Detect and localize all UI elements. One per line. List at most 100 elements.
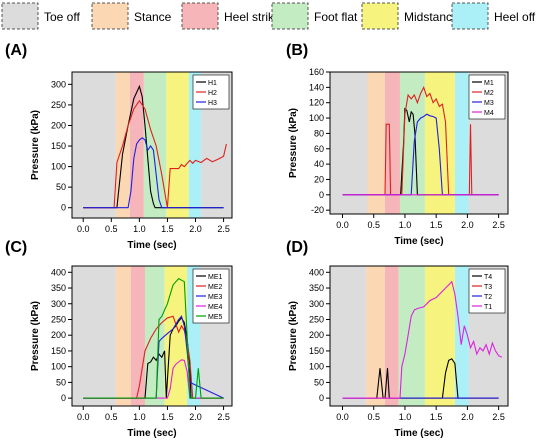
phase-legend-item: Stance (91, 2, 172, 30)
y-tick-label: 100 (51, 162, 66, 172)
series-line (83, 84, 224, 209)
y-tick-label: 400 (51, 267, 66, 277)
x-tick-label: 2.5 (217, 412, 230, 422)
chart-legend: H1 H2 H3 (192, 74, 230, 110)
y-tick-label: 0 (61, 203, 66, 213)
plot-frame (71, 71, 233, 219)
y-tick-label: 140 (309, 82, 324, 92)
x-tick-label: 1.5 (430, 412, 443, 422)
y-tick-label: 250 (309, 314, 324, 324)
x-tick-label: 1.5 (161, 412, 174, 422)
x-axis-label: Time (sec) (127, 240, 176, 251)
y-tick-label: 150 (51, 141, 66, 151)
phase-band (130, 266, 145, 406)
x-tick-label: 2.5 (492, 412, 505, 422)
y-tick-label: 200 (309, 330, 324, 340)
phase-swatch (271, 2, 309, 30)
chart-panel: (B) 0.0 0.5 1.0 1.5 2.0 2.5 -20 0 20 40 60 80 100 120 1… (286, 42, 509, 247)
y-tick-label: 160 (309, 67, 324, 77)
legend-label: ME3 (208, 294, 223, 301)
phase-band (164, 266, 188, 406)
phase-swatch (91, 2, 129, 30)
phase-swatch (451, 2, 489, 30)
phase-band (384, 266, 399, 406)
phase-band (424, 72, 455, 214)
y-axis-label: Pressure (kPa) (288, 301, 299, 371)
x-axis-label: Time (sec) (394, 236, 443, 247)
series-line (83, 99, 227, 209)
y-axis-label: Pressure (kPa) (30, 301, 41, 371)
x-tick-label: 2.0 (189, 224, 202, 234)
y-tick-label: 200 (51, 120, 66, 130)
phase-swatch (1, 2, 39, 30)
x-tick-label: 0.0 (336, 220, 349, 230)
phase-legend-item: Foot flat (271, 2, 358, 30)
y-tick-label: 300 (51, 79, 66, 89)
legend-label: H1 (208, 80, 217, 87)
phase-band (330, 72, 368, 214)
series-line (342, 280, 503, 399)
x-tick-label: 1.0 (133, 224, 146, 234)
y-tick-label: 150 (309, 346, 324, 356)
phase-legend: Toe off Stance Heel strike Foot flat Midstan… (1, 2, 536, 30)
panel-label: (A) (5, 42, 27, 59)
phase-band (143, 72, 167, 218)
y-tick-label: 50 (56, 182, 66, 192)
x-tick-label: 0.0 (336, 412, 349, 422)
x-tick-label: 0.5 (367, 412, 380, 422)
phase-band (424, 266, 455, 406)
phase-band (367, 72, 385, 214)
x-tick-label: 1.5 (161, 224, 174, 234)
phase-band (72, 72, 116, 218)
phase-band (454, 266, 469, 406)
chart-panel: (C) 0.0 0.5 1.0 1.5 2.0 2.5 0 50 100 150 200 250 300 3… (5, 239, 233, 439)
x-tick-label: 0.5 (105, 224, 118, 234)
x-tick-label: 2.5 (492, 220, 505, 230)
phase-label: Stance (134, 10, 172, 24)
panel-label: (C) (5, 239, 27, 256)
legend-label: H2 (208, 90, 217, 97)
phase-label: Toe off (44, 10, 80, 24)
y-tick-label: 20 (314, 174, 324, 184)
chart-panel: (A) 0.0 0.5 1.0 1.5 2.0 2.5 0 50 100 150 200 250 300 T… (5, 42, 233, 251)
legend-label: T4 (484, 274, 492, 281)
y-tick-label: 50 (314, 377, 324, 387)
y-tick-label: 80 (314, 128, 324, 138)
y-tick-label: 400 (309, 267, 324, 277)
x-tick-label: 0.5 (367, 220, 380, 230)
chart-legend: M1 M2 M3 M4 (468, 74, 506, 120)
y-tick-label: 350 (309, 283, 324, 293)
phase-band (144, 266, 165, 406)
y-tick-label: 40 (314, 159, 324, 169)
x-tick-label: 2.0 (189, 412, 202, 422)
y-tick-label: 50 (56, 377, 66, 387)
series-line (83, 277, 224, 399)
series-line (342, 113, 499, 196)
legend-label: M4 (484, 110, 494, 117)
x-tick-label: 0.0 (77, 224, 90, 234)
phase-band (454, 72, 469, 214)
phase-label: Midstance (404, 10, 459, 24)
x-tick-label: 2.0 (461, 220, 474, 230)
panels: (A)0.0 0.5 1.0 1.5 2.0 2.5050100150200250300T… (5, 42, 509, 439)
chart-legend: T4 T3 T2 T1 (468, 268, 506, 314)
y-tick-label: 300 (309, 299, 324, 309)
chart-legend: ME1 ME2 ME3 ME4 ME5 (192, 268, 230, 324)
legend-label: T1 (484, 304, 492, 311)
legend-label: M1 (484, 80, 494, 87)
x-tick-label: 2.0 (461, 412, 474, 422)
y-tick-label: 100 (51, 362, 66, 372)
y-tick-label: 100 (309, 113, 324, 123)
phase-swatch (361, 2, 399, 30)
phase-legend-item: Heel off (451, 2, 536, 30)
phase-band (72, 266, 116, 406)
x-axis-label: Time (sec) (127, 428, 176, 439)
legend-label: ME1 (208, 274, 223, 281)
y-tick-label: 150 (51, 346, 66, 356)
legend-label: M2 (484, 90, 494, 97)
y-tick-label: 250 (51, 100, 66, 110)
phase-label: Heel strike (224, 10, 281, 24)
y-tick-label: 0 (61, 393, 66, 403)
legend-label: T3 (484, 284, 492, 291)
